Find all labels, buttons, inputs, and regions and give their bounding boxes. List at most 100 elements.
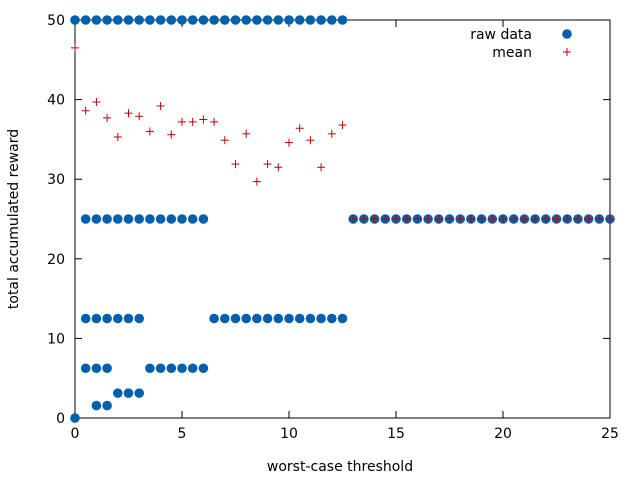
raw-data-point [123, 313, 134, 324]
mean-point [531, 215, 540, 223]
raw-data-point [123, 214, 134, 224]
mean-point [242, 129, 251, 138]
mean-point [167, 130, 176, 139]
mean-point [509, 215, 518, 223]
y-tick-label: 0 [56, 411, 65, 427]
mean-point [381, 215, 390, 223]
raw-data-point [102, 363, 112, 374]
mean-point [520, 215, 529, 223]
mean-point [145, 127, 154, 136]
mean-point [81, 106, 90, 115]
raw-data-point [294, 15, 305, 25]
raw-data-point [187, 15, 198, 25]
mean-point [178, 117, 186, 126]
legend-marker-raw-data [562, 29, 572, 39]
mean-point [370, 215, 379, 223]
raw-data-point [273, 313, 284, 324]
raw-data-point [273, 15, 284, 25]
raw-data-point [327, 313, 337, 324]
raw-data-point [177, 363, 187, 374]
y-axis-title: total accumulated reward [6, 129, 22, 309]
raw-data-point [80, 15, 91, 25]
raw-data-point [113, 15, 123, 25]
raw-data-point [294, 313, 305, 324]
mean-point [499, 215, 507, 223]
raw-data-point [166, 214, 177, 224]
raw-data-point [113, 313, 123, 324]
mean-point [359, 215, 368, 223]
raw-data-point [70, 15, 80, 25]
mean-point [488, 215, 497, 223]
mean-point [392, 215, 400, 223]
mean-point [71, 43, 79, 52]
mean-point [552, 215, 561, 223]
raw-data-point [80, 363, 91, 374]
raw-data-point [305, 15, 316, 25]
raw-data-point [80, 214, 91, 224]
mean-point [317, 163, 326, 172]
mean-point [424, 215, 433, 223]
raw-data-point [134, 214, 144, 224]
raw-data-point [241, 15, 251, 25]
raw-data-point [91, 15, 102, 25]
raw-data-point [327, 15, 337, 25]
mean-point [92, 97, 101, 106]
raw-data-point [209, 15, 219, 25]
x-tick-label: 5 [178, 426, 187, 442]
raw-data-point [262, 15, 273, 25]
raw-data-point [198, 15, 209, 25]
mean-point [113, 133, 122, 142]
raw-data-point [113, 214, 123, 224]
raw-data-point [123, 15, 134, 25]
raw-data-point [155, 363, 166, 374]
raw-data-point [316, 15, 326, 25]
raw-data-point [91, 214, 102, 224]
x-tick-label: 15 [387, 426, 405, 442]
mean-point [466, 215, 475, 223]
mean-point [285, 138, 293, 147]
raw-data-point [177, 15, 187, 25]
mean-point [220, 136, 229, 145]
legend-marker-mean [563, 48, 571, 56]
axis-ticks: 0 5 10 15 20 25 0 10 20 30 40 50 [47, 13, 619, 442]
mean-point [295, 124, 304, 133]
raw-data-point [252, 313, 262, 324]
mean-point [541, 215, 550, 223]
raw-data-point [337, 15, 348, 25]
raw-data-point [123, 388, 134, 398]
raw-data-point [145, 214, 155, 224]
mean-point [563, 215, 572, 223]
mean-point [413, 215, 422, 223]
mean-point [445, 215, 454, 223]
mean-point [124, 109, 133, 118]
legend-label-raw-data: raw data [470, 27, 532, 43]
raw-data-point [166, 363, 177, 374]
mean-point [103, 113, 112, 122]
x-tick-label: 0 [71, 426, 80, 442]
raw-data-point [102, 313, 112, 324]
mean-point [263, 160, 272, 169]
legend: raw data mean [470, 27, 572, 61]
raw-data-point [187, 214, 198, 224]
x-tick-label: 25 [601, 426, 619, 442]
mean-point [135, 112, 144, 121]
mean-point [349, 215, 358, 223]
legend-label-mean: mean [492, 45, 532, 61]
mean-series [71, 43, 614, 223]
mean-point [231, 160, 240, 169]
raw-data-point [262, 313, 273, 324]
y-tick-label: 30 [47, 172, 65, 188]
raw-data-point [198, 214, 209, 224]
raw-data-point [337, 313, 348, 324]
mean-point [402, 215, 411, 223]
raw-data-point [305, 313, 316, 324]
raw-data-point [91, 363, 102, 374]
raw-data-point [284, 15, 294, 25]
raw-data-point [252, 15, 262, 25]
raw-data-point [91, 400, 102, 411]
raw-data-point [102, 400, 112, 411]
mean-point [338, 121, 347, 130]
raw-data-point [155, 214, 166, 224]
y-tick-label: 10 [47, 331, 65, 347]
mean-point [188, 117, 197, 126]
